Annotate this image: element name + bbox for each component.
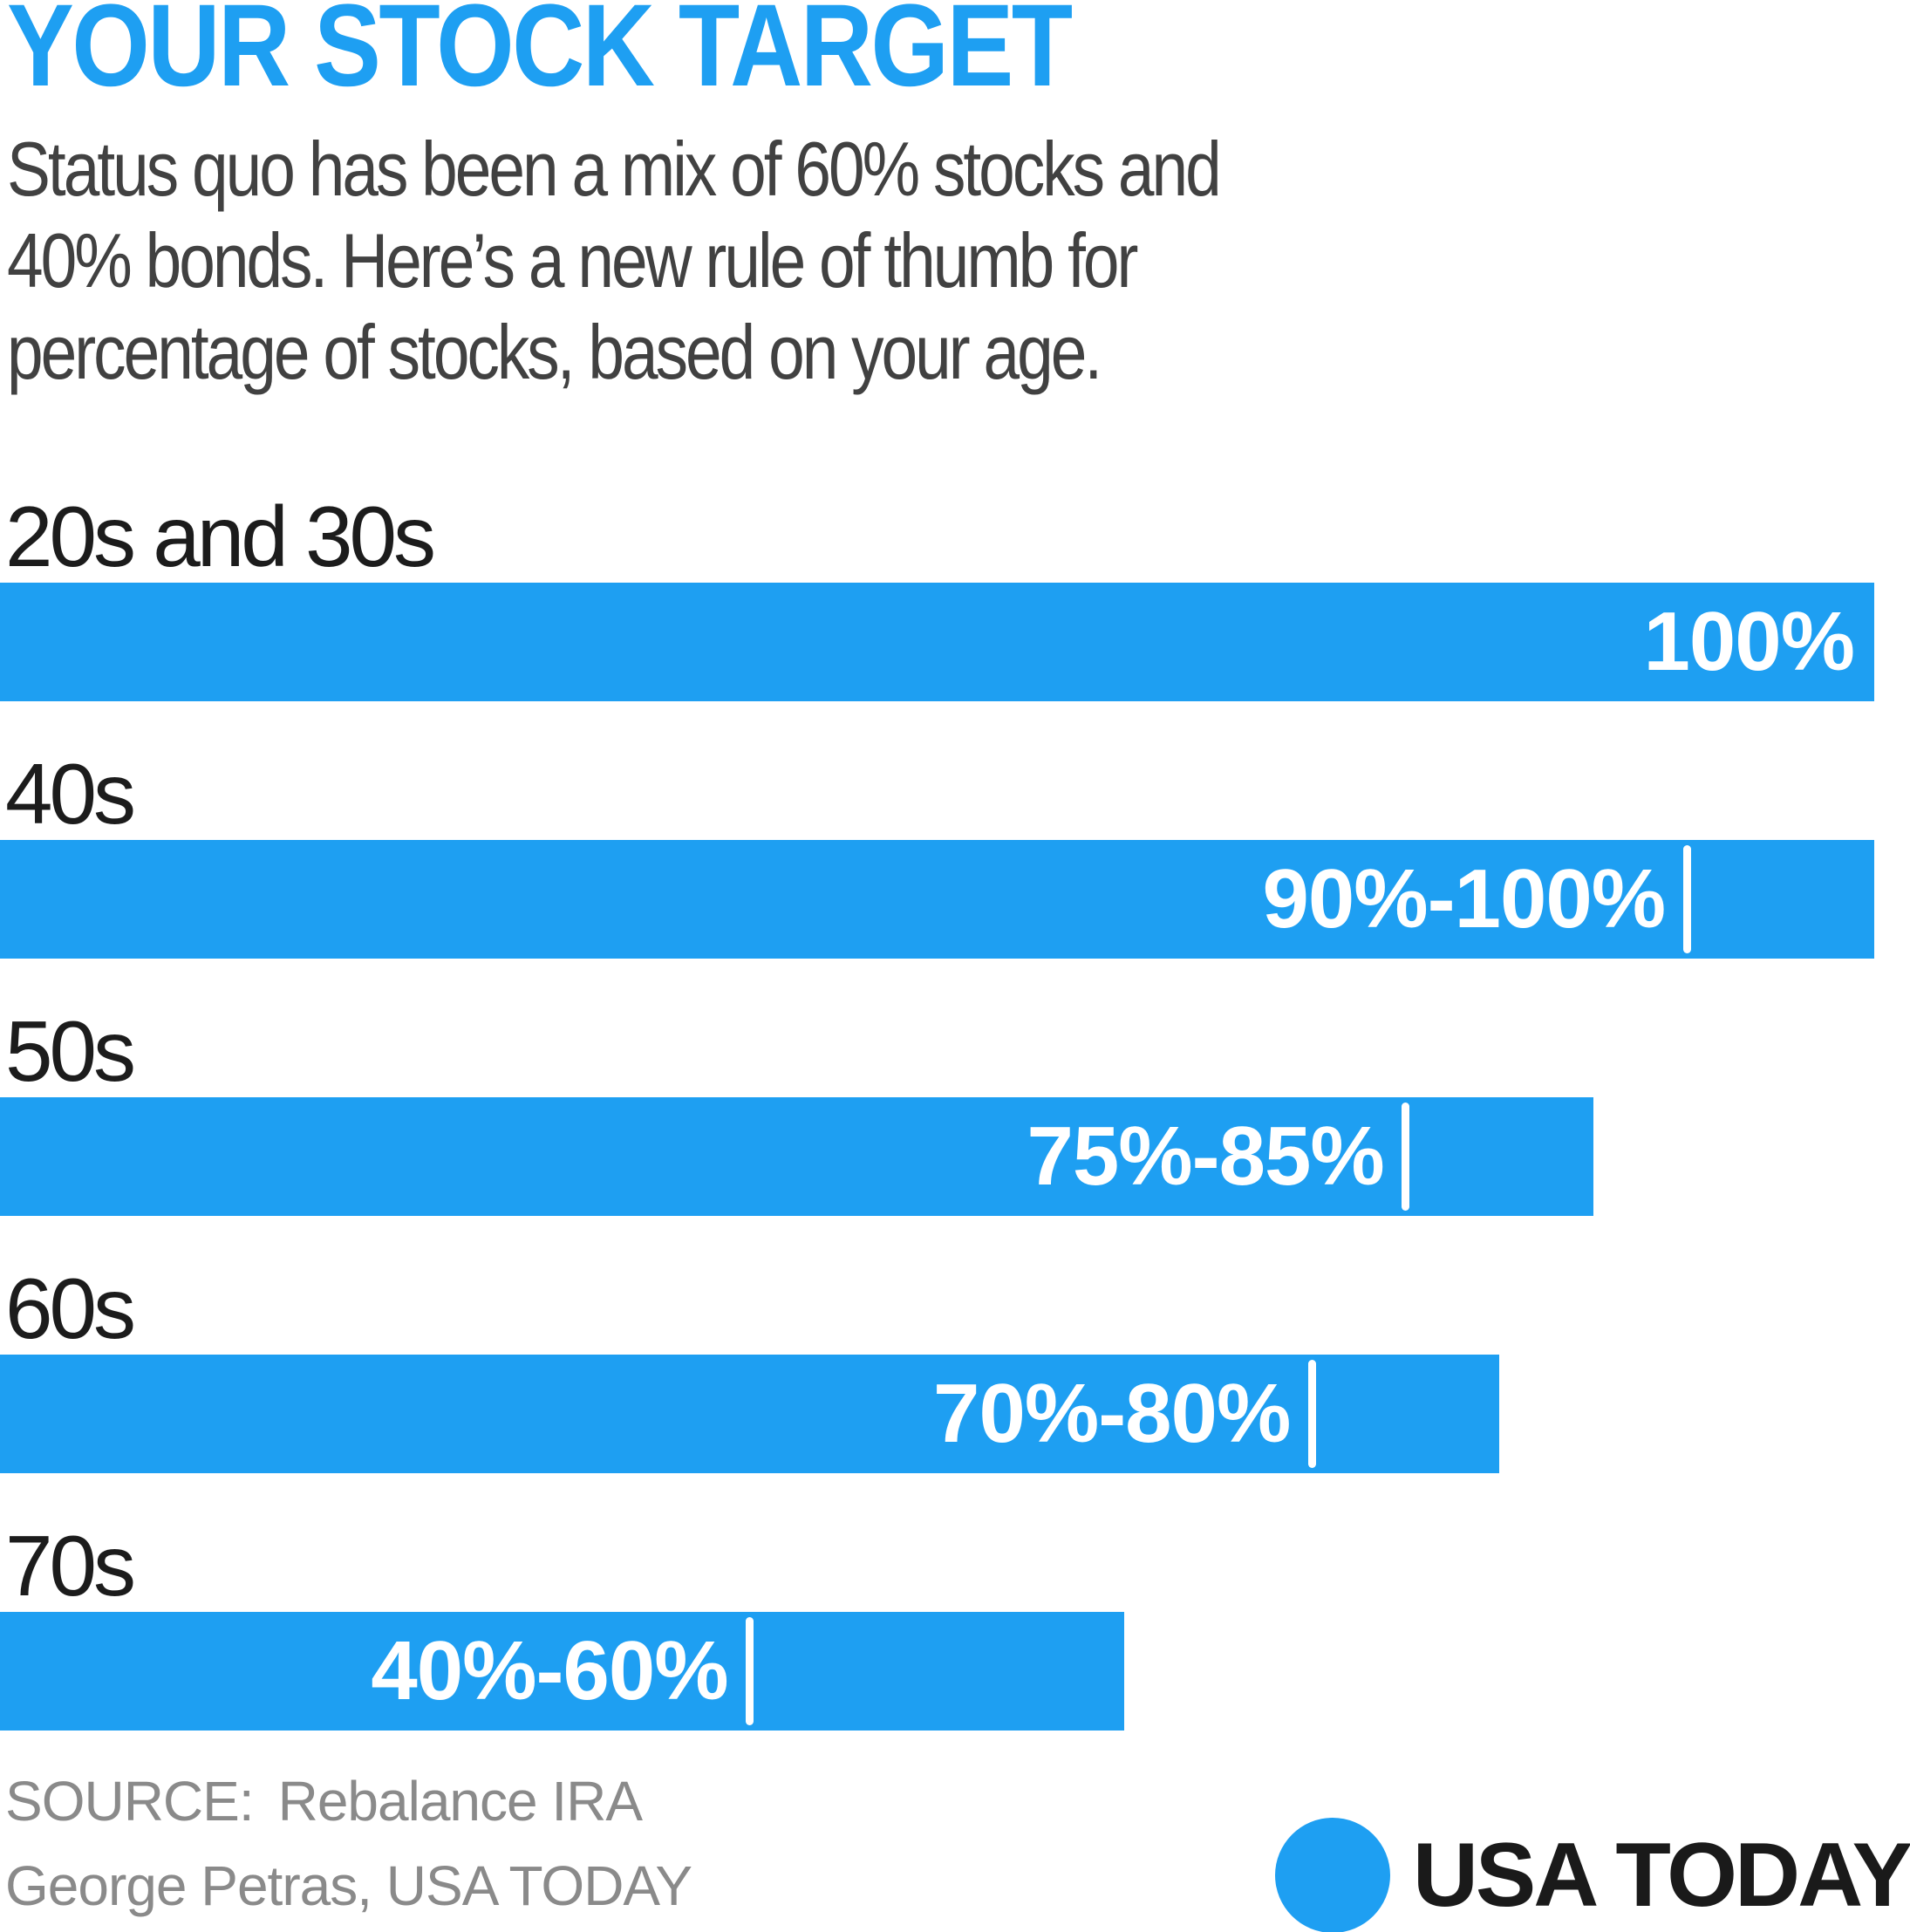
chart-description-line-2: 40% bonds. Here’s a new rule of thumb fo… — [7, 217, 1138, 304]
usa-today-wordmark: USA TODAY — [1412, 1824, 1910, 1926]
range-low-tick — [1682, 845, 1691, 953]
chart-description-line-1: Status quo has been a mix of 60% stocks … — [7, 126, 1222, 212]
chart-description-line-3: percentage of stocks, based on your age. — [7, 309, 1102, 395]
usa-today-logo: USA TODAY — [1274, 1818, 1910, 1932]
chart-description: Status quo has been a mix of 60% stocks … — [7, 123, 1910, 398]
stock-range-bar: 70%-80% — [0, 1355, 1500, 1473]
chart-row-20s-30s: 20s and 30s 100% — [0, 494, 1910, 701]
range-low-tick — [746, 1617, 754, 1725]
page-title: YOUR STOCK TARGET — [7, 0, 1073, 111]
credit-line: George Petras, USA TODAY — [5, 1854, 692, 1917]
age-group-label: 60s — [5, 1260, 136, 1356]
stock-range-bar: 90%-100% — [0, 840, 1874, 959]
usa-today-ball-icon — [1274, 1818, 1390, 1932]
chart-row-50s: 50s 75%-85% — [0, 1008, 1910, 1216]
age-group-label: 50s — [5, 1003, 136, 1099]
age-group-label: 70s — [5, 1518, 136, 1614]
age-group-label: 40s — [5, 746, 136, 842]
age-group-label: 20s and 30s — [5, 488, 436, 584]
stock-range-value: 75%-85% — [1027, 1109, 1385, 1203]
stock-range-value: 40%-60% — [371, 1624, 728, 1717]
stock-target-bar-chart: 20s and 30s 100% 40s 90%-100% 50s 75%-85… — [0, 494, 1910, 1731]
stock-range-bar: 100% — [0, 583, 1874, 701]
stock-range-value: 100% — [1643, 595, 1855, 688]
range-low-tick — [1402, 1103, 1410, 1211]
stock-range-bar: 75%-85% — [0, 1097, 1593, 1216]
source-label: SOURCE: — [5, 1770, 255, 1833]
chart-row-40s: 40s 90%-100% — [0, 751, 1910, 959]
stock-range-value: 90%-100% — [1262, 852, 1666, 946]
range-low-tick — [1307, 1360, 1316, 1468]
stock-range-value: 70%-80% — [933, 1367, 1291, 1460]
source-block: SOURCE: Rebalance IRA George Petras, USA … — [5, 1759, 1910, 1929]
chart-row-70s: 70s 40%-60% — [0, 1523, 1910, 1731]
source-line: SOURCE: Rebalance IRA — [5, 1759, 1910, 1844]
source-value: Rebalance IRA — [277, 1770, 643, 1833]
chart-row-60s: 60s 70%-80% — [0, 1266, 1910, 1473]
stock-range-bar: 40%-60% — [0, 1612, 1125, 1731]
